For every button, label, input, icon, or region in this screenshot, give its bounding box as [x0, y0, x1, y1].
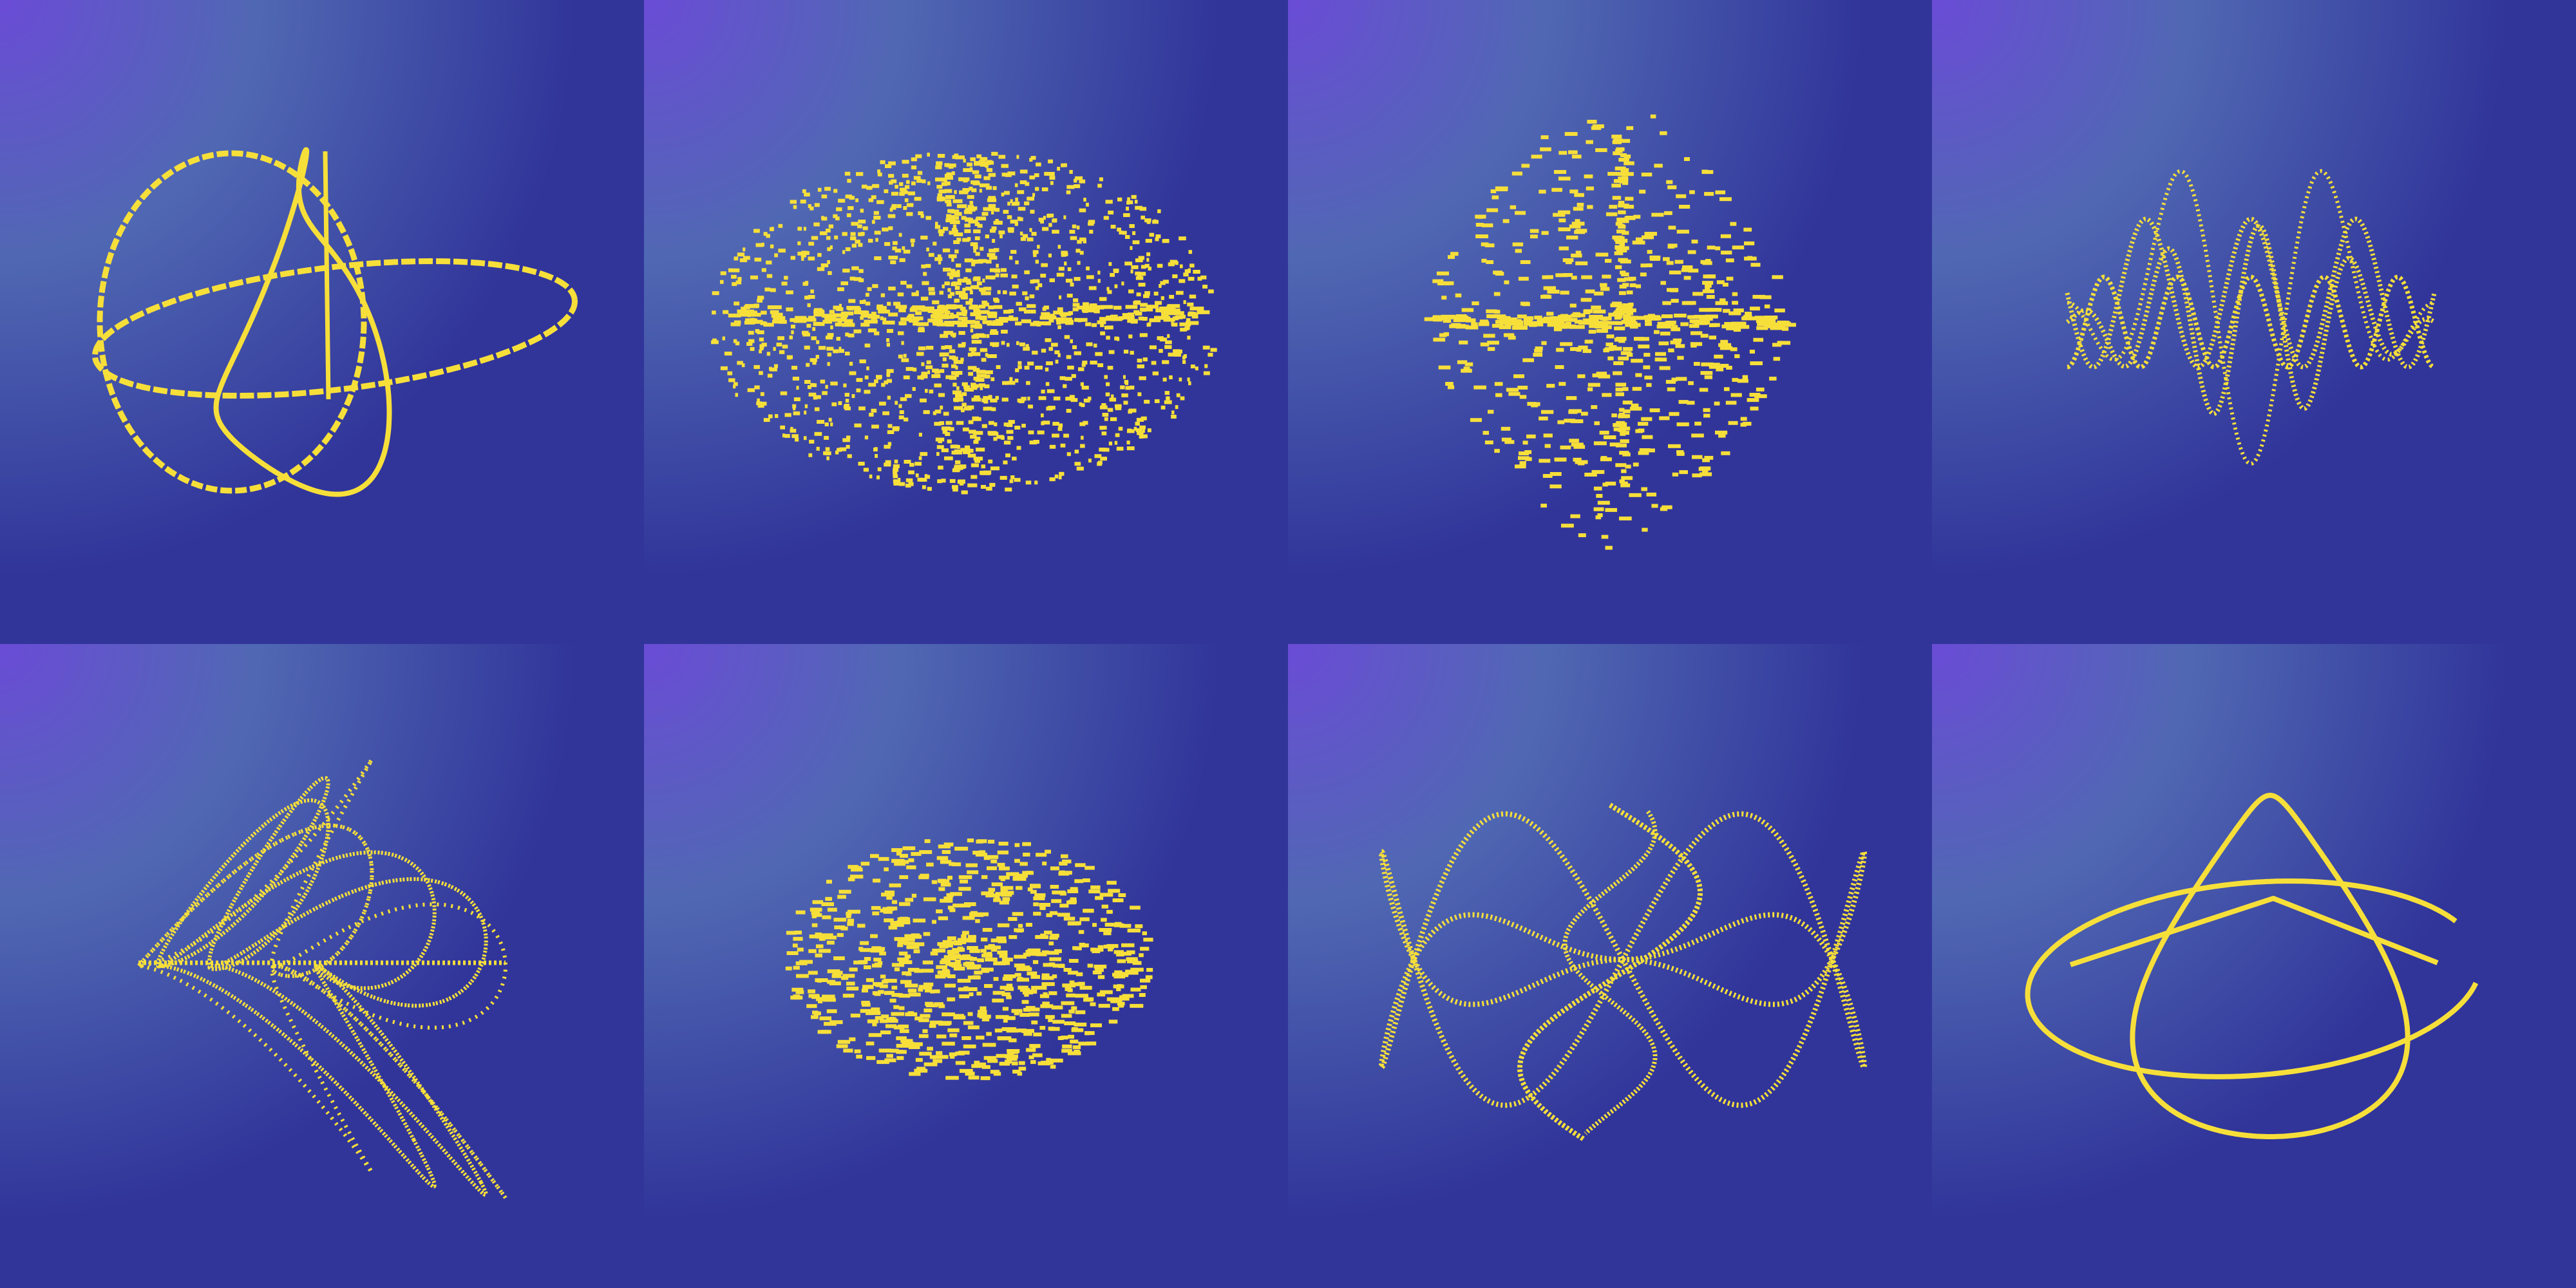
- panel-6: [644, 644, 1288, 1288]
- panel-1: [0, 0, 644, 644]
- pattern-3: [1288, 0, 1932, 644]
- rosette-1: [137, 757, 507, 1175]
- spiral-wide: [1379, 811, 1867, 1108]
- scatter-dense: [785, 838, 1153, 1081]
- panel-3: [1288, 0, 1932, 644]
- panel-4: [1932, 0, 2576, 644]
- spiral-core: [1562, 810, 1658, 1135]
- scatter-ellipse: [711, 151, 1217, 495]
- spiral-inner: [1517, 802, 1703, 1142]
- loop-circle: [97, 150, 367, 494]
- rosette-6: [156, 775, 488, 1189]
- rosette-5: [156, 798, 488, 1197]
- scatter-diamond: [1424, 114, 1796, 550]
- panel-5: [0, 644, 644, 1288]
- figure-arc: [2025, 878, 2479, 1079]
- wave-c: [2066, 169, 2436, 466]
- pattern-5: [0, 644, 644, 1288]
- panel-2: [644, 0, 1288, 644]
- loop-inner: [213, 147, 392, 497]
- rosette-2: [156, 775, 488, 1189]
- pattern-1: [0, 0, 644, 644]
- pattern-2: [644, 0, 1288, 644]
- figure-stroke: [2069, 896, 2439, 967]
- pattern-7: [1288, 644, 1932, 1288]
- pattern-4: [1932, 0, 2576, 644]
- pattern-8: [1932, 644, 2576, 1288]
- rosette-3: [156, 798, 488, 1197]
- panel-7: [1288, 644, 1932, 1288]
- pattern-6: [644, 644, 1288, 1288]
- loop-stem: [323, 151, 331, 400]
- wave-a: [2065, 216, 2437, 370]
- figure-loop: [2130, 793, 2410, 1139]
- panel-8: [1932, 644, 2576, 1288]
- wave-b: [2065, 274, 2436, 370]
- loop-ellipse: [92, 258, 578, 399]
- rosette-4: [137, 823, 507, 1200]
